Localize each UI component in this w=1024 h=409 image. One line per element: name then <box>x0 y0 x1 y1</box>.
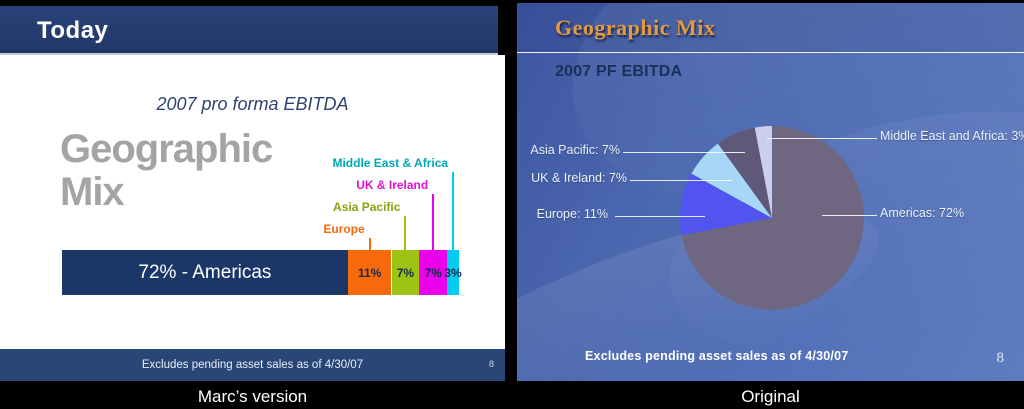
left-slide-header-title: Today <box>37 17 109 44</box>
bar-segment-value-label: 7% <box>424 265 442 280</box>
right-footer-note: Excludes pending asset sales as of 4/30/… <box>585 349 849 363</box>
right-caption: Original <box>741 387 800 406</box>
left-slide: Today 2007 pro forma EBITDA Geographic M… <box>0 6 505 381</box>
pie-leader-line-middle-east-and-africa <box>767 138 877 139</box>
bar-segment-value-label: 11% <box>357 265 382 280</box>
pie-leader-line-asia-pacific <box>623 152 745 153</box>
category-label-asia-pacific: Asia Pacific <box>333 200 401 214</box>
left-footer-note: Excludes pending asset sales as of 4/30/… <box>141 359 364 371</box>
bar-segment-value-label: 7% <box>396 265 415 280</box>
pie-slice-europe <box>680 173 772 236</box>
pie-slice-asia-pacific <box>717 127 772 218</box>
pie-leader-line-europe <box>615 216 705 217</box>
left-slide-body <box>0 55 505 349</box>
right-slide-title: Geographic Mix <box>555 15 716 40</box>
stacked-bar-chart: 72% - Americas 11% Europe 7% Asia Pacific 7% U… <box>0 6 505 381</box>
left-slide-footer: Excludes pending asset sales as of 4/30/… <box>0 349 505 381</box>
category-label-europe: Europe <box>323 222 365 236</box>
pie-label-europe: Europe: 11% <box>536 207 608 221</box>
pie-label-middle-east-and-africa: Middle East and Africa: 3% <box>880 129 1024 143</box>
left-slide-header: Today <box>0 6 498 55</box>
left-caption: Marc’s version <box>197 387 308 406</box>
pie-chart <box>680 126 864 310</box>
leader-line-europe <box>368 238 371 250</box>
left-chart-title: Geographic Mix <box>60 127 273 214</box>
bar-segment-value-label: 3% <box>444 265 462 280</box>
bar-segment-uk-ireland: 7% <box>419 250 448 295</box>
left-subtitle: 2007 pro forma EBITDA <box>156 94 349 114</box>
bar-segment-americas: 72% - Americas <box>62 250 348 295</box>
category-label-uk-ireland: UK & Ireland <box>356 178 429 192</box>
pie-labels-layer: Americas: 72% Europe: 11% UK & Ireland: 7%… <box>517 3 1024 381</box>
leader-line-middle-east-africa <box>452 172 455 250</box>
background-top-band <box>517 3 1024 52</box>
right-page-number: 8 <box>996 350 1005 366</box>
pie-label-americas: Americas: 72% <box>880 206 965 220</box>
right-chart-title: 2007 PF EBITDA <box>555 63 683 80</box>
category-label-middle-east-africa: Middle East & Africa <box>332 156 449 170</box>
bar-segment-value-label: 72% - Americas <box>138 261 272 283</box>
pie-label-uk-ireland: UK & Ireland: 7% <box>531 171 627 185</box>
bar-segment-europe: 11% <box>347 250 392 295</box>
bar-segment-middle-east-africa: 3% <box>444 250 462 295</box>
pie-slice-middle-east-and-africa <box>754 126 772 218</box>
bar-segment-asia-pacific: 7% <box>391 250 420 295</box>
left-page-number: 8 <box>488 359 494 369</box>
pie-leader-line-americas <box>822 215 877 216</box>
pie-label-asia-pacific: Asia Pacific: 7% <box>530 143 620 157</box>
left-chart-title-line2: Mix <box>60 170 125 214</box>
title-divider-line <box>517 52 1024 53</box>
leader-line-uk-ireland <box>432 194 435 250</box>
pie-slice-americas <box>681 126 864 310</box>
right-slide: Geographic Mix 2007 PF EBITDA Americas: … <box>517 3 1024 381</box>
left-chart-title-line1: Geographic <box>60 127 273 171</box>
leader-line-asia-pacific <box>404 216 407 250</box>
pie-leader-line-uk-ireland <box>630 180 732 181</box>
